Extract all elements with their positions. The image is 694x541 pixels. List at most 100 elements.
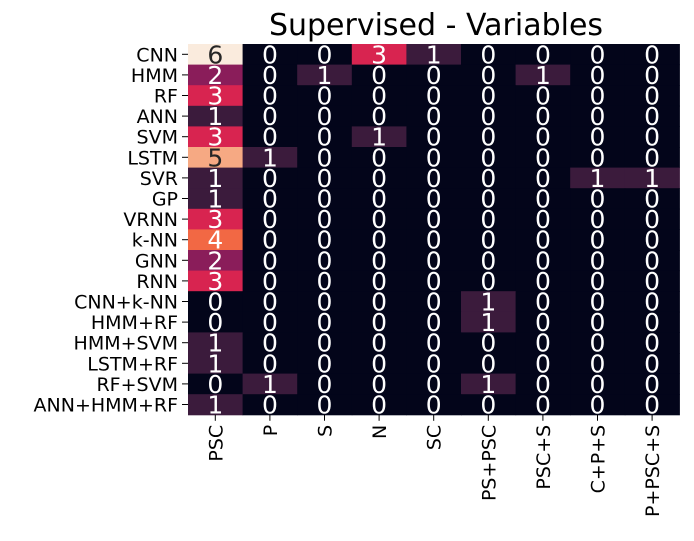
heatmap-cell-rf-ps-psc [461, 85, 517, 107]
cell-value-label: 1 [207, 185, 223, 214]
x-tick-label-s: S [315, 425, 337, 437]
x-tick-label-psc: PSC [205, 425, 227, 462]
cell-value-label: 1 [590, 164, 606, 193]
cell-value-label: 0 [480, 349, 496, 378]
heatmap-cell-gp-psc [188, 188, 244, 210]
chart-title: Supervised - Variables [269, 8, 603, 43]
heatmap-cell-k-nn-psc-s [515, 229, 571, 251]
heatmap-cell-svm-p [242, 126, 298, 148]
heatmap-cell-rf-c-p-s [570, 85, 626, 107]
heatmap-cell-lstm-p [242, 147, 298, 169]
heatmap-cell-vrnn-sc [406, 208, 462, 230]
heatmap-cell-hmm-svm-p [242, 332, 298, 354]
heatmap-cell-gp-ps-psc [461, 188, 517, 210]
cell-value-label: 0 [371, 102, 387, 131]
cell-value-label: 0 [590, 246, 606, 275]
heatmap-cell-rf-p [242, 85, 298, 107]
cell-value-label: 0 [590, 391, 606, 420]
heatmap-cell-ann-hmm-rf-s [297, 394, 353, 416]
heatmap-cell-rf-p-psc-s [624, 85, 680, 107]
cell-value-label: 0 [317, 246, 333, 275]
cell-value-label: 1 [207, 349, 223, 378]
heatmap-cell-hmm-s [297, 64, 353, 86]
x-tick-label-c-p-s: C+P+S [588, 425, 610, 494]
heatmap-cell-ann-n [351, 105, 407, 127]
heatmap-cell-rnn-n [351, 270, 407, 292]
cell-value-label: 0 [371, 82, 387, 111]
cell-value-label: 0 [262, 61, 278, 90]
cell-value-label: 0 [480, 246, 496, 275]
cell-value-label: 0 [535, 288, 551, 317]
cell-value-label: 0 [644, 102, 660, 131]
heatmap-cell-gp-n [351, 188, 407, 210]
heatmap-cell-lstm-rf-ps-psc [461, 353, 517, 375]
heatmap-cell-vrnn-c-p-s [570, 208, 626, 230]
heatmap-cell-gnn-s [297, 250, 353, 272]
cell-value-label: 0 [371, 185, 387, 214]
heatmap-cell-svr-s [297, 167, 353, 189]
cell-value-label: 0 [317, 267, 333, 296]
y-tick-label-lstm-rf: LSTM+RF [87, 353, 178, 375]
heatmap-cell-rf-svm-c-p-s [570, 373, 626, 395]
cell-value-label: 0 [480, 205, 496, 234]
heatmap-cell-k-nn-psc [188, 229, 244, 251]
heatmap-cell-hmm-svm-ps-psc [461, 332, 517, 354]
cell-value-label: 0 [317, 40, 333, 69]
cell-value-label: 0 [317, 288, 333, 317]
cell-value-label: 3 [207, 267, 223, 296]
heatmap-cell-hmm-svm-n [351, 332, 407, 354]
heatmap-cell-k-nn-p [242, 229, 298, 251]
heatmap-cell-rf-psc-s [515, 85, 571, 107]
heatmap-cell-svr-psc-s [515, 167, 571, 189]
cell-value-label: 0 [207, 308, 223, 337]
cell-value-label: 0 [371, 205, 387, 234]
heatmap-cell-lstm-rf-psc [188, 353, 244, 375]
cell-value-label: 0 [590, 349, 606, 378]
heatmap-cell-hmm-svm-c-p-s [570, 332, 626, 354]
x-tick-label-n: N [369, 425, 391, 439]
heatmap-cell-lstm-rf-s [297, 353, 353, 375]
cell-value-label: 1 [371, 123, 387, 152]
heatmap-cell-vrnn-p [242, 208, 298, 230]
cell-value-label: 0 [644, 349, 660, 378]
heatmap-cell-cnn-n [351, 44, 407, 66]
heatmap-cell-svr-sc [406, 167, 462, 189]
x-tick-label-p: P [260, 425, 282, 436]
heatmap-cell-hmm-p-psc-s [624, 64, 680, 86]
cell-value-label: 0 [480, 164, 496, 193]
heatmap-cell-gnn-sc [406, 250, 462, 272]
cell-value-label: 0 [480, 82, 496, 111]
heatmap-cell-rnn-psc [188, 270, 244, 292]
heatmap-cell-hmm-rf-p-psc-s [624, 311, 680, 333]
cell-value-label: 1 [480, 308, 496, 337]
heatmap-cell-k-nn-ps-psc [461, 229, 517, 251]
heatmap-cell-lstm-n [351, 147, 407, 169]
heatmap-cell-svr-ps-psc [461, 167, 517, 189]
heatmap-cell-lstm-p-psc-s [624, 147, 680, 169]
heatmap-cell-vrnn-ps-psc [461, 208, 517, 230]
cell-value-label: 0 [317, 329, 333, 358]
cell-value-label: 0 [262, 308, 278, 337]
cell-value-label: 0 [262, 226, 278, 255]
cell-value-label: 0 [535, 226, 551, 255]
heatmap-cell-svr-psc [188, 167, 244, 189]
heatmap-cell-lstm-c-p-s [570, 147, 626, 169]
cell-value-label: 0 [371, 226, 387, 255]
cell-value-label: 1 [207, 391, 223, 420]
cell-value-label: 0 [644, 391, 660, 420]
cell-value-label: 0 [644, 143, 660, 172]
heatmap-cells [188, 44, 680, 416]
cell-value-label: 0 [480, 102, 496, 131]
x-axis: PSC P S N SC PS+PSC PSC+S C+P+S P+PSC+S [205, 414, 664, 517]
heatmap-cell-ann-hmm-rf-p-psc-s [624, 394, 680, 416]
heatmap-cell-rnn-p [242, 270, 298, 292]
heatmap-cell-hmm-rf-sc [406, 311, 462, 333]
heatmap-cell-lstm-rf-c-p-s [570, 353, 626, 375]
heatmap-cell-gnn-psc [188, 250, 244, 272]
cell-value-label: 0 [590, 40, 606, 69]
heatmap-cell-gnn-psc-s [515, 250, 571, 272]
heatmap-cell-gp-sc [406, 188, 462, 210]
heatmap-cell-gp-p-psc-s [624, 188, 680, 210]
heatmap-cell-gnn-p-psc-s [624, 250, 680, 272]
cell-value-label: 0 [590, 123, 606, 152]
